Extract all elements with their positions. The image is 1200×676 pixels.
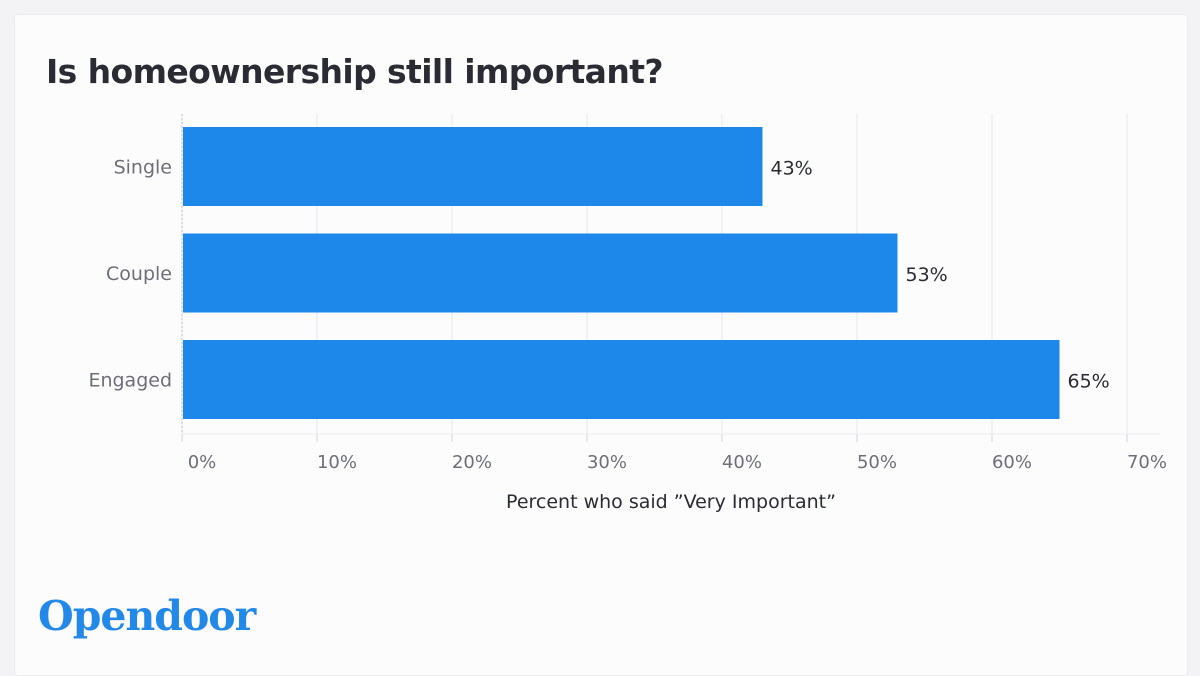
bar-single bbox=[183, 127, 763, 206]
bar-value-label: 65% bbox=[1068, 371, 1110, 393]
opendoor-logo: Opendoor bbox=[38, 592, 256, 640]
x-axis-title: Percent who said ”Very Important” bbox=[506, 491, 836, 513]
x-tick-label: 50% bbox=[857, 452, 897, 473]
x-tick-label: 40% bbox=[722, 452, 762, 473]
x-tick-label: 0% bbox=[188, 452, 217, 473]
bar-chart: 0% 10% 20% 30% 40% 50% 60% 70% Single 43% Couple 5… bbox=[88, 114, 1167, 513]
x-tick-label: 60% bbox=[992, 452, 1032, 473]
y-category-label: Engaged bbox=[88, 370, 172, 392]
chart-title: Is homeownership still important? bbox=[46, 52, 664, 91]
x-tick-label: 20% bbox=[452, 452, 492, 473]
x-tick-label: 10% bbox=[317, 452, 357, 473]
y-category-label: Couple bbox=[106, 263, 172, 285]
y-category-label: Single bbox=[114, 157, 172, 179]
bar-value-label: 43% bbox=[771, 158, 813, 180]
x-tick-label: 70% bbox=[1127, 452, 1167, 473]
bar-couple bbox=[183, 233, 898, 313]
x-tick-label: 30% bbox=[587, 452, 627, 473]
bar-value-label: 53% bbox=[906, 264, 948, 286]
bar-engaged bbox=[183, 340, 1060, 419]
